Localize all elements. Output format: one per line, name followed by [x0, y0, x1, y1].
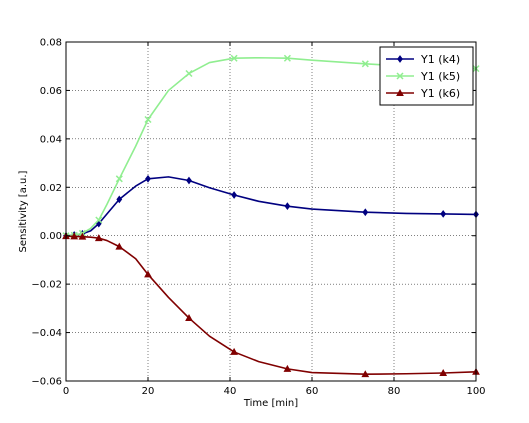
y-tick-label: 0.06	[40, 86, 62, 97]
series-line-k5	[65, 56, 477, 237]
data-point-k6	[283, 364, 292, 372]
x-tick-label: 40	[224, 386, 237, 397]
legend-label: Y1 (k4)	[420, 53, 460, 66]
data-point-k6	[230, 347, 238, 355]
y-tick-label: 0.04	[40, 134, 62, 145]
data-point-k5	[115, 175, 123, 183]
legend-marker	[396, 88, 404, 96]
series-line-k4	[65, 176, 477, 237]
y-tick-label: 0.00	[40, 231, 62, 242]
data-point-k6	[94, 234, 103, 242]
legend-label: Y1 (k5)	[420, 70, 460, 83]
legend-item-k5: Y1 (k5)	[386, 70, 460, 83]
data-point-k5	[361, 60, 369, 68]
y-tick-label: −0.02	[31, 280, 62, 291]
x-tick-label: 80	[388, 386, 401, 397]
data-point-k6	[361, 370, 370, 378]
series-k6	[62, 232, 480, 378]
data-point-k5	[95, 216, 103, 224]
data-point-k6	[144, 270, 152, 278]
legend-marker	[396, 72, 404, 80]
data-point-k5	[185, 69, 193, 78]
data-point-k5	[230, 54, 238, 62]
data-point-k4	[231, 191, 237, 199]
legend-label: Y1 (k6)	[420, 87, 460, 100]
data-point-k6	[439, 368, 448, 376]
data-point-k6	[70, 232, 79, 240]
data-point-k5	[283, 54, 291, 62]
data-point-k4	[440, 210, 447, 218]
plot-frame	[65, 41, 477, 382]
data-point-k4	[116, 195, 123, 204]
legend: Y1 (k4) Y1 (k5) Y1 (k6)	[379, 46, 474, 106]
data-point-k4	[362, 208, 369, 217]
axis-ticks: 0 20 40 60 80 100 −0.06 −0.04 −0.02 0.00 0.02 0.04 0…	[31, 38, 485, 398]
x-tick-label: 60	[306, 386, 319, 397]
y-axis-label: Sensitivity [a.u.]	[18, 170, 29, 252]
data-point-k6	[185, 314, 193, 322]
x-axis-label: Time [min]	[243, 398, 298, 409]
legend-item-k6: Y1 (k6)	[386, 87, 460, 100]
data-point-k4	[284, 202, 291, 211]
y-tick-label: −0.04	[31, 328, 62, 339]
legend-item-k4: Y1 (k4)	[386, 53, 460, 66]
data-point-k5	[144, 115, 152, 124]
x-tick-label: 20	[142, 386, 155, 397]
series-line-k6	[65, 235, 477, 376]
y-tick-label: −0.06	[31, 377, 62, 388]
series-layer	[62, 54, 480, 378]
data-point-k4	[145, 174, 151, 183]
x-tick-label: 0	[63, 386, 69, 397]
data-point-k4	[186, 176, 192, 185]
legend-marker	[397, 55, 403, 63]
grid	[66, 42, 476, 381]
data-point-k6	[115, 242, 124, 250]
y-tick-label: 0.02	[40, 183, 62, 194]
x-tick-label: 100	[466, 386, 485, 397]
data-point-k6	[78, 232, 87, 240]
y-tick-label: 0.08	[40, 38, 62, 49]
